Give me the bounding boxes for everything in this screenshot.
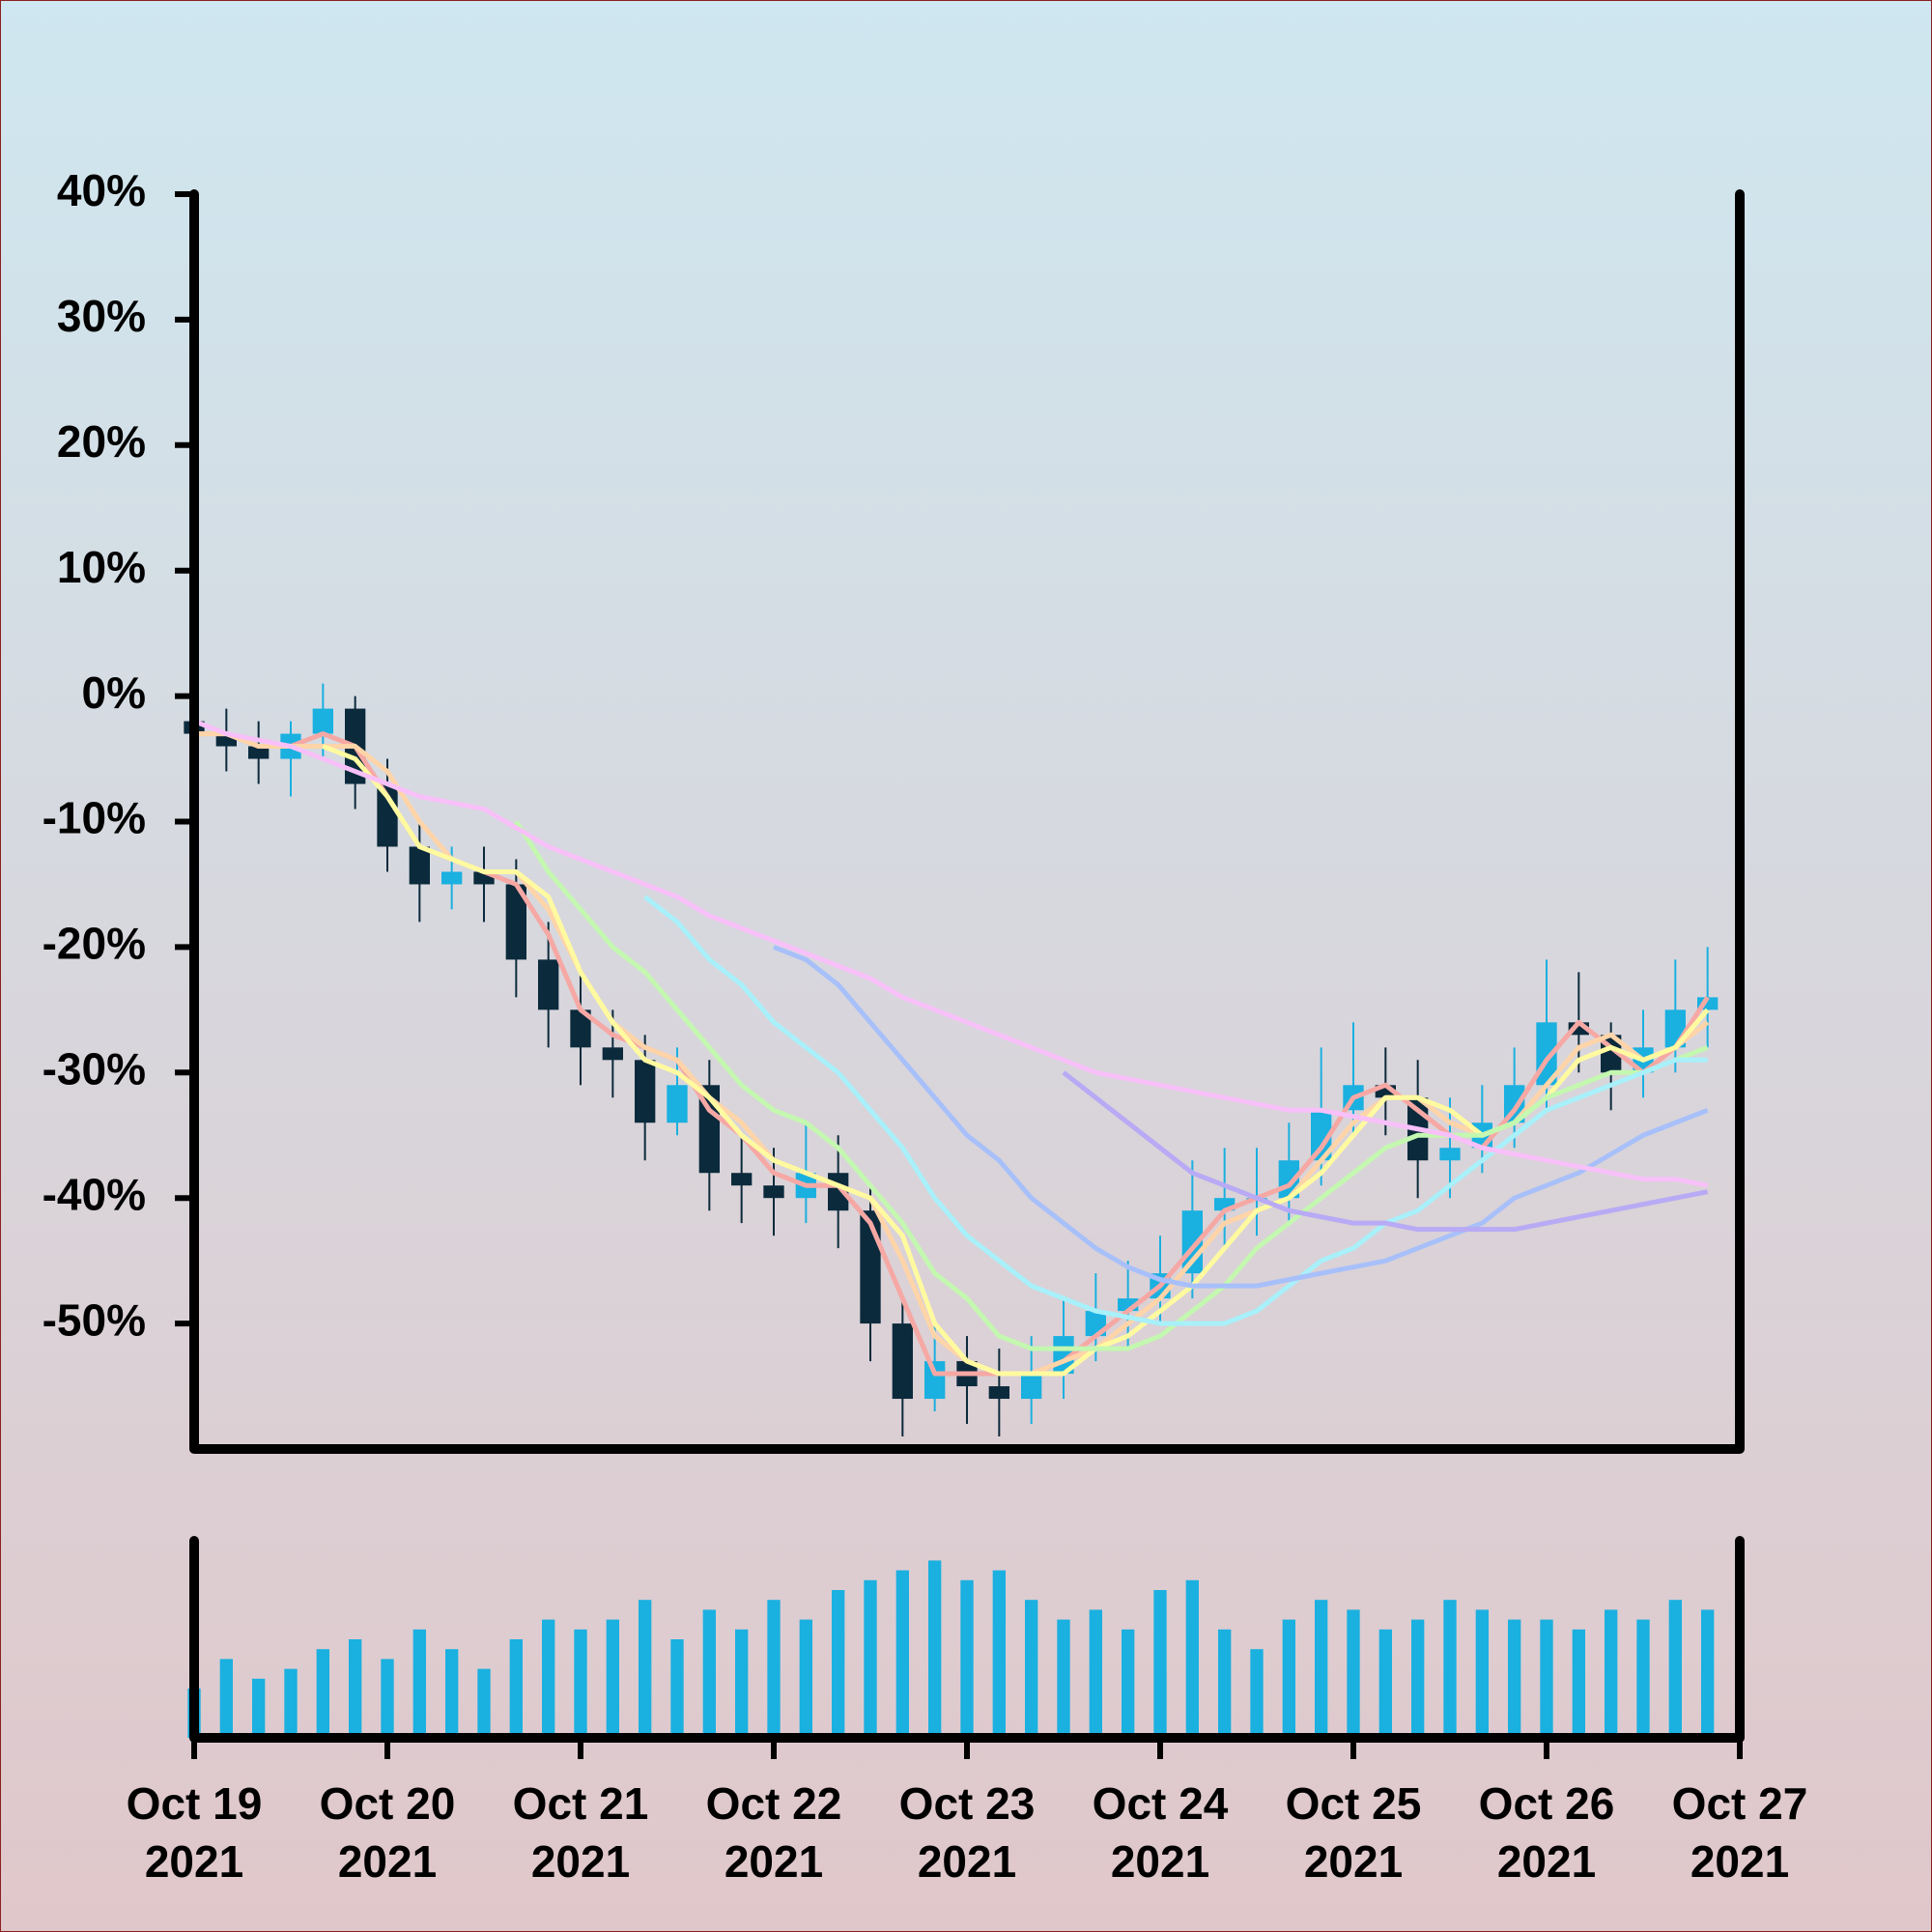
volume-bar <box>542 1619 555 1738</box>
volume-bar <box>1411 1619 1425 1738</box>
volume-bar <box>381 1659 394 1738</box>
candle-body <box>409 846 430 885</box>
moving-average-line <box>194 731 1710 1377</box>
volume-bar <box>445 1649 459 1738</box>
moving-average-line <box>514 820 1709 1351</box>
candle-body <box>248 746 270 759</box>
candle-body <box>667 1085 688 1123</box>
volume-bar <box>670 1639 684 1738</box>
moving-average-line <box>322 744 1710 1377</box>
volume-bar <box>639 1600 652 1738</box>
y-tick-label: -20% <box>43 919 146 969</box>
volume-bar <box>1218 1629 1232 1738</box>
y-tick-label: 20% <box>57 416 146 467</box>
candle-body <box>763 1185 784 1199</box>
volume-bar <box>799 1619 812 1738</box>
candle-body <box>602 1047 623 1061</box>
volume-bar <box>606 1619 619 1738</box>
candle-body <box>570 1009 591 1048</box>
volume-bar <box>1701 1609 1715 1738</box>
volume-bar <box>1347 1609 1360 1738</box>
axis-frame <box>189 1536 1745 1743</box>
volume-bar <box>1282 1619 1295 1738</box>
volume-bar <box>1668 1600 1682 1738</box>
volume-bar <box>1025 1600 1038 1738</box>
volume-bar <box>1250 1649 1264 1738</box>
candle-body <box>924 1361 946 1400</box>
y-tick-label: -50% <box>43 1294 146 1345</box>
volume-bar <box>1122 1629 1135 1738</box>
volume-bar <box>735 1629 749 1738</box>
candle-body <box>1439 1148 1461 1161</box>
volume-bar <box>928 1560 942 1738</box>
x-tick-label: Oct 19 2021 <box>126 1778 263 1887</box>
volume-bar <box>1315 1600 1328 1738</box>
volume-bar <box>702 1609 716 1738</box>
volume-bar <box>1636 1619 1650 1738</box>
volume-bar <box>1605 1609 1618 1738</box>
x-tick-label: Oct 20 2021 <box>319 1778 456 1887</box>
volume-bar <box>1378 1629 1392 1738</box>
volume-bar <box>1572 1629 1585 1738</box>
volume-bar <box>1508 1619 1521 1738</box>
moving-average-line <box>643 895 1708 1326</box>
y-tick-label: -30% <box>43 1043 146 1094</box>
volume-bar <box>864 1579 877 1738</box>
volume-bar <box>252 1678 266 1738</box>
volume-bar <box>412 1629 426 1738</box>
candle-body <box>441 871 463 885</box>
y-tick-label: 30% <box>57 291 146 341</box>
candle-body <box>988 1386 1009 1400</box>
candle-body <box>1021 1374 1042 1400</box>
candle-body <box>312 708 333 734</box>
x-tick-label: Oct 22 2021 <box>705 1778 842 1887</box>
x-tick-label: Oct 25 2021 <box>1285 1778 1422 1887</box>
axis-frame <box>189 189 1745 1454</box>
volume-bar <box>1057 1619 1070 1738</box>
candle-body <box>892 1323 913 1400</box>
volume-bar <box>1540 1619 1553 1738</box>
x-tick-label: Oct 23 2021 <box>898 1778 1036 1887</box>
candle-body <box>538 959 559 1010</box>
volume-bar <box>1475 1609 1489 1738</box>
y-tick-label: 40% <box>57 165 146 215</box>
candle-body <box>1311 1110 1332 1161</box>
volume-bar <box>1153 1590 1167 1738</box>
volume-bar <box>509 1639 523 1738</box>
volume-bar <box>1185 1579 1199 1738</box>
volume-bar <box>316 1649 329 1738</box>
moving-average-line <box>193 719 1709 1188</box>
y-tick-label: -10% <box>43 793 146 843</box>
moving-average-line <box>1062 1070 1709 1233</box>
volume-bar <box>960 1579 974 1738</box>
candle-body <box>377 783 398 847</box>
volume-bar <box>895 1570 909 1738</box>
volume-bar <box>992 1570 1006 1738</box>
volume-bar <box>349 1639 362 1738</box>
moving-average-line <box>194 731 1710 1377</box>
volume-bar <box>832 1590 845 1738</box>
x-tick-label: Oct 27 2021 <box>1671 1778 1808 1887</box>
candle-body <box>505 884 526 960</box>
volume-bar <box>219 1659 233 1738</box>
y-tick-label: 0% <box>82 668 146 718</box>
y-tick-label: -40% <box>43 1169 146 1219</box>
volume-bar <box>1443 1600 1457 1738</box>
candle-body <box>635 1060 656 1123</box>
y-tick-label: 10% <box>57 542 146 592</box>
x-tick-label: Oct 26 2021 <box>1478 1778 1615 1887</box>
volume-bar <box>284 1668 298 1738</box>
x-tick-label: Oct 21 2021 <box>512 1778 649 1887</box>
volume-bar <box>767 1600 781 1738</box>
x-tick-label: Oct 24 2021 <box>1092 1778 1229 1887</box>
volume-bar <box>574 1629 587 1738</box>
candle-body <box>731 1173 753 1186</box>
volume-bar <box>477 1668 491 1738</box>
volume-bar <box>1089 1609 1102 1738</box>
moving-average-line <box>773 945 1709 1289</box>
